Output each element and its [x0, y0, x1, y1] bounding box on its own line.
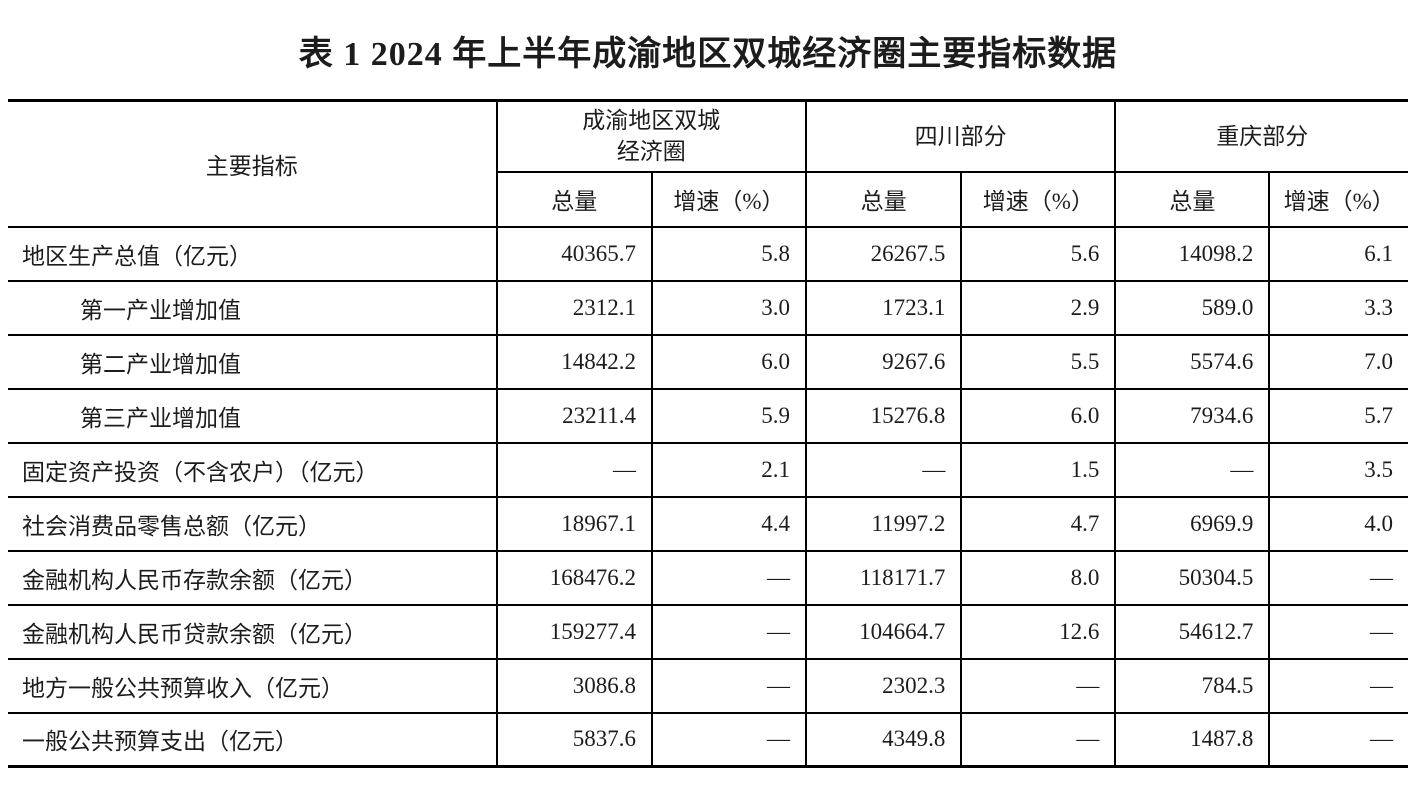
- subheader-total-sichuan: 总量: [804, 170, 963, 228]
- value-cell: 784.5: [1114, 657, 1271, 714]
- value-cell: 26267.5: [804, 225, 963, 282]
- subheader-growth-chongqing: 增速（%）: [1268, 170, 1408, 228]
- value-cell: —: [804, 441, 963, 498]
- value-cell: 6969.9: [1114, 495, 1271, 552]
- row-label: 第二产业增加值: [8, 333, 498, 390]
- value-cell: 3.5: [1268, 441, 1408, 498]
- value-cell: 6.0: [960, 387, 1117, 444]
- table-row: 一般公共预算支出（亿元） 5837.6—4349.8—1487.8—: [8, 711, 1408, 768]
- table-header: 主要指标 成渝地区双城 经济圈 四川部分 重庆部分 总量 增速（%） 总量 增速…: [8, 99, 1408, 228]
- row-label: 金融机构人民币存款余额（亿元）: [8, 549, 498, 606]
- value-cell: 4.0: [1268, 495, 1408, 552]
- value-cell: 23211.4: [495, 387, 653, 444]
- value-cell: —: [650, 603, 807, 660]
- value-cell: 40365.7: [495, 225, 653, 282]
- value-cell: 7.0: [1268, 333, 1408, 390]
- value-cell: 14842.2: [495, 333, 653, 390]
- group-header-row: 主要指标 成渝地区双城 经济圈 四川部分 重庆部分: [8, 99, 1408, 228]
- value-cell: 9267.6: [804, 333, 963, 390]
- header-group-chongqing: 重庆部分: [1114, 99, 1408, 173]
- subheader-total-chengyu: 总量: [495, 170, 653, 228]
- value-cell: 11997.2: [804, 495, 963, 552]
- table-row: 第一产业增加值 2312.1 3.0 1723.1 2.9 589.0 3.3: [8, 279, 1408, 336]
- value-cell: —: [1268, 711, 1408, 768]
- row-label: 社会消费品零售总额（亿元）: [8, 495, 498, 552]
- row-label: 地方一般公共预算收入（亿元）: [8, 657, 498, 714]
- value-cell: 2.9: [960, 279, 1117, 336]
- table-row: 地区生产总值（亿元） 40365.7 5.8 26267.5 5.6 14098.2 6.1: [8, 225, 1408, 282]
- value-cell: 118171.7: [804, 549, 963, 606]
- table-row: 社会消费品零售总额（亿元） 18967.1 4.4 11997.2 4.7 6969.9 4…: [8, 495, 1408, 552]
- header-group-sichuan: 四川部分: [804, 99, 1117, 173]
- table-row: 金融机构人民币存款余额（亿元） 168476.2—118171.7 8.0 50304…: [8, 549, 1408, 606]
- subheader-total-chongqing: 总量: [1114, 170, 1271, 228]
- value-cell: 4.7: [960, 495, 1117, 552]
- table-row: 金融机构人民币贷款余额（亿元） 159277.4—104664.7 12.6 5461…: [8, 603, 1408, 660]
- value-cell: 15276.8: [804, 387, 963, 444]
- value-cell: 5.8: [650, 225, 807, 282]
- value-cell: 3.3: [1268, 279, 1408, 336]
- value-cell: 12.6: [960, 603, 1117, 660]
- value-cell: 1723.1: [804, 279, 963, 336]
- value-cell: 6.1: [1268, 225, 1408, 282]
- sub-header-row: 总量 增速（%） 总量 增速（%） 总量 增速（%）: [8, 170, 1408, 228]
- value-cell: 6.0: [650, 333, 807, 390]
- value-cell: 4349.8: [804, 711, 963, 768]
- value-cell: —: [1268, 657, 1408, 714]
- value-cell: 5.6: [960, 225, 1117, 282]
- value-cell: 14098.2: [1114, 225, 1271, 282]
- value-cell: —: [650, 657, 807, 714]
- value-cell: 2.1: [650, 441, 807, 498]
- value-cell: 4.4: [650, 495, 807, 552]
- value-cell: —: [650, 549, 807, 606]
- row-label: 一般公共预算支出（亿元）: [8, 711, 498, 768]
- header-group-chengyu: 成渝地区双城 经济圈: [495, 99, 807, 173]
- indicator-table: 主要指标 成渝地区双城 经济圈 四川部分 重庆部分 总量 增速（%） 总量 增速…: [8, 99, 1408, 768]
- value-cell: 1487.8: [1114, 711, 1271, 768]
- value-cell: 7934.6: [1114, 387, 1271, 444]
- header-indicator: 主要指标: [8, 99, 498, 228]
- value-cell: 2312.1: [495, 279, 653, 336]
- row-label: 地区生产总值（亿元）: [8, 225, 498, 282]
- value-cell: —: [1268, 549, 1408, 606]
- value-cell: 50304.5: [1114, 549, 1271, 606]
- value-cell: 104664.7: [804, 603, 963, 660]
- table-row: 地方一般公共预算收入（亿元） 3086.8—2302.3—784.5—: [8, 657, 1408, 714]
- value-cell: 159277.4: [495, 603, 653, 660]
- value-cell: 8.0: [960, 549, 1117, 606]
- value-cell: 5837.6: [495, 711, 653, 768]
- subheader-growth-sichuan: 增速（%）: [960, 170, 1117, 228]
- table-title: 表 1 2024 年上半年成渝地区双城经济圈主要指标数据: [298, 36, 1118, 73]
- row-label: 金融机构人民币贷款余额（亿元）: [8, 603, 498, 660]
- row-label: 第一产业增加值: [8, 279, 498, 336]
- value-cell: 2302.3: [804, 657, 963, 714]
- value-cell: 168476.2: [495, 549, 653, 606]
- value-cell: —: [1268, 603, 1408, 660]
- value-cell: —: [650, 711, 807, 768]
- value-cell: 18967.1: [495, 495, 653, 552]
- row-label: 固定资产投资（不含农户）（亿元）: [8, 441, 498, 498]
- value-cell: 1.5: [960, 441, 1117, 498]
- value-cell: 5.7: [1268, 387, 1408, 444]
- value-cell: 5.9: [650, 387, 807, 444]
- value-cell: —: [495, 441, 653, 498]
- value-cell: 3.0: [650, 279, 807, 336]
- table-row: 固定资产投资（不含农户）（亿元） —2.1—1.5—3.5: [8, 441, 1408, 498]
- value-cell: —: [960, 711, 1117, 768]
- value-cell: 54612.7: [1114, 603, 1271, 660]
- row-label: 第三产业增加值: [8, 387, 498, 444]
- value-cell: 3086.8: [495, 657, 653, 714]
- value-cell: 5574.6: [1114, 333, 1271, 390]
- subheader-growth-chengyu: 增速（%）: [650, 170, 807, 228]
- value-cell: —: [960, 657, 1117, 714]
- table-row: 第二产业增加值 14842.2 6.0 9267.6 5.5 5574.6 7.0: [8, 333, 1408, 390]
- value-cell: 5.5: [960, 333, 1117, 390]
- table-row: 第三产业增加值 23211.4 5.9 15276.8 6.0 7934.6 5.7: [8, 387, 1408, 444]
- table-body: 地区生产总值（亿元） 40365.7 5.8 26267.5 5.6 14098.2 6.1…: [8, 225, 1408, 768]
- value-cell: 589.0: [1114, 279, 1271, 336]
- value-cell: —: [1114, 441, 1271, 498]
